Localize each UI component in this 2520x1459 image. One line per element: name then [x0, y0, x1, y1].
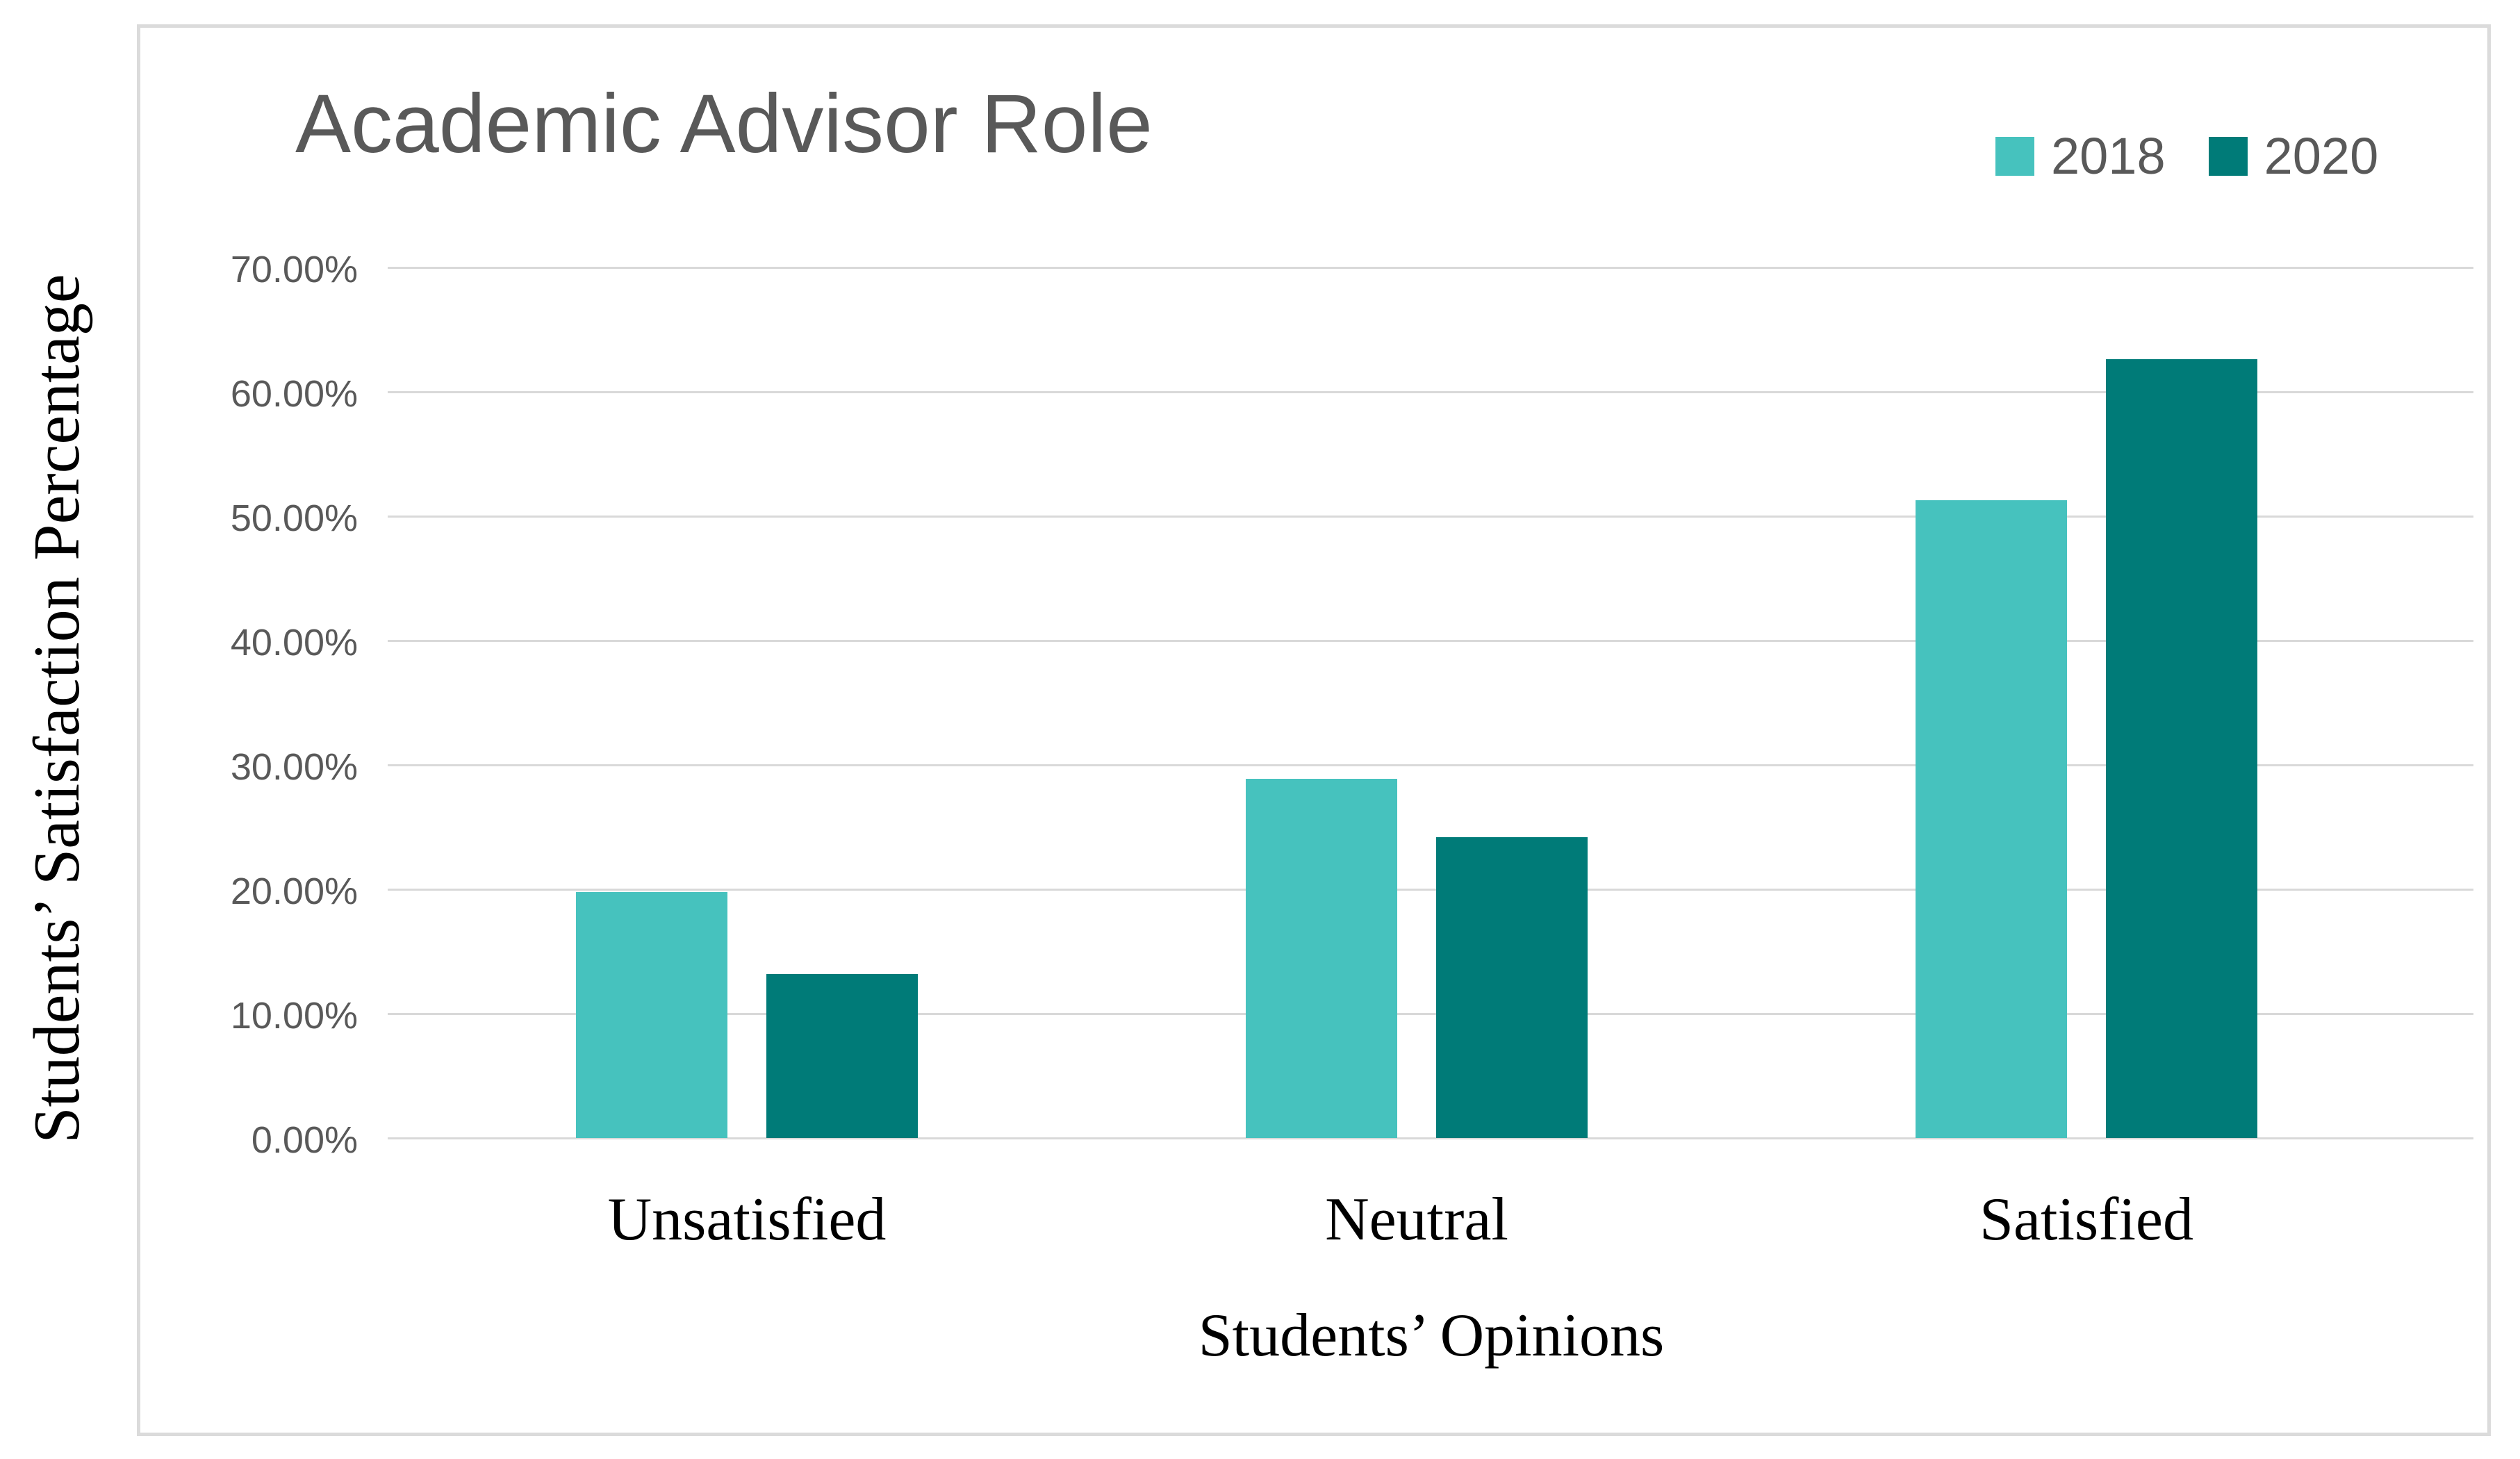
legend-swatch-2020: [2208, 137, 2248, 176]
bar-2018-unsatisfied: [576, 891, 727, 1138]
y-tick-label-70: 70.00%: [230, 249, 358, 290]
bar-2020-neutral: [1436, 836, 1588, 1138]
gridline-70: [388, 267, 2473, 269]
y-tick-label-30: 30.00%: [230, 746, 358, 788]
y-tick-label-10: 10.00%: [230, 995, 358, 1037]
legend-swatch-2018: [1995, 137, 2034, 176]
x-axis-title: Students’ Opinions: [1198, 1302, 1665, 1369]
gridline-20: [388, 889, 2473, 891]
chart-title: Academic Advisor Role: [295, 77, 1153, 170]
bar-2020-satisfied: [2106, 359, 2257, 1138]
y-tick-label-40: 40.00%: [230, 622, 358, 663]
bar-2018-neutral: [1246, 778, 1397, 1138]
y-tick-label-20: 20.00%: [230, 871, 358, 912]
gridline-10: [388, 1013, 2473, 1015]
gridline-50: [388, 516, 2473, 518]
y-tick-label-60: 60.00%: [230, 373, 358, 415]
gridline-40: [388, 640, 2473, 642]
gridline-60: [388, 391, 2473, 393]
chart-frame: [137, 24, 2491, 1436]
legend-label-2018: 2018: [2051, 127, 2166, 185]
legend-label-2020: 2020: [2264, 127, 2379, 185]
legend-item-2018: 2018: [1995, 131, 2166, 182]
gridline-30: [388, 764, 2473, 766]
x-category-label-unsatisfied: Unsatisfied: [607, 1186, 887, 1253]
y-axis-title: Students’ Satisfaction Percentage: [21, 274, 93, 1144]
legend-item-2020: 2020: [2208, 127, 2379, 185]
y-tick-label-50: 50.00%: [230, 497, 358, 539]
x-category-label-satisfied: Satisfied: [1979, 1186, 2193, 1253]
bar-2018-satisfied: [1916, 500, 2067, 1138]
x-category-label-neutral: Neutral: [1325, 1186, 1508, 1253]
bar-2020-unsatisfied: [766, 973, 918, 1138]
legend: 2018 2020: [1995, 131, 2378, 182]
y-tick-label-0: 0.00%: [251, 1119, 358, 1161]
gridline-0: [388, 1137, 2473, 1139]
